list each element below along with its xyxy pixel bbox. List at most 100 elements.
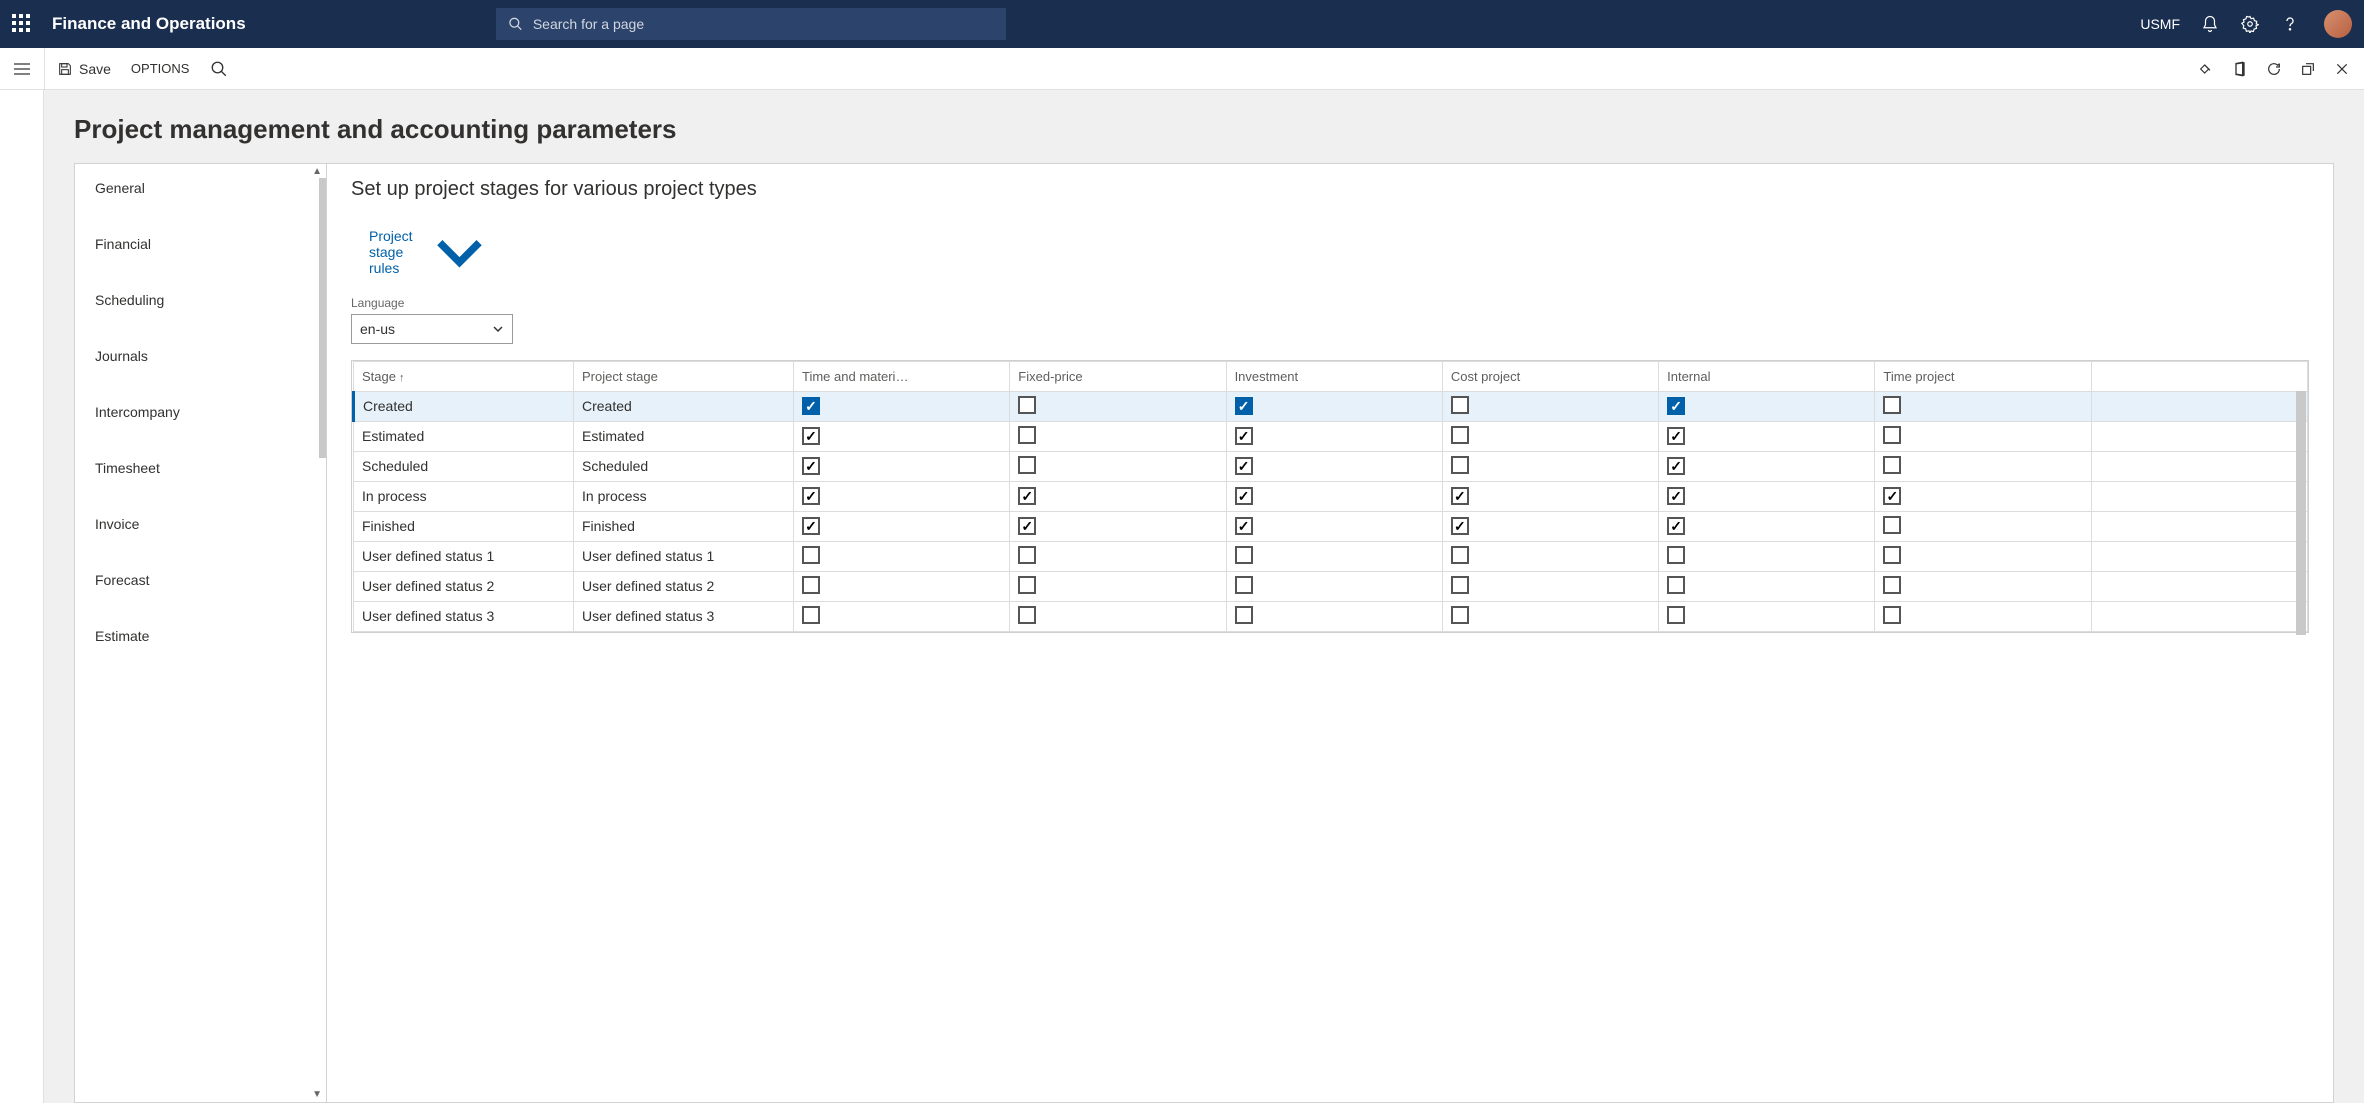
checkbox[interactable]	[1235, 606, 1253, 624]
grid-cell-project-stage[interactable]: User defined status 3	[574, 601, 794, 631]
grid-cell-project-stage[interactable]: In process	[574, 481, 794, 511]
sidenav-item[interactable]: General	[75, 164, 326, 216]
checkbox[interactable]	[1667, 457, 1685, 475]
checkbox[interactable]	[802, 546, 820, 564]
sidenav-item[interactable]: Journals	[75, 328, 326, 384]
checkbox[interactable]	[802, 606, 820, 624]
sidenav-item[interactable]: Estimate	[75, 608, 326, 664]
checkbox[interactable]	[1235, 397, 1253, 415]
grid-cell-stage[interactable]: User defined status 2	[354, 571, 574, 601]
grid-column-header[interactable]: Internal	[1659, 361, 1875, 391]
checkbox[interactable]	[1667, 606, 1685, 624]
grid-row[interactable]: FinishedFinished	[354, 511, 2308, 541]
checkbox[interactable]	[1667, 576, 1685, 594]
checkbox[interactable]	[1018, 576, 1036, 594]
grid-cell-stage[interactable]: In process	[354, 481, 574, 511]
user-avatar[interactable]	[2324, 10, 2352, 38]
grid-cell-project-stage[interactable]: Estimated	[574, 421, 794, 451]
grid-row[interactable]: ScheduledScheduled	[354, 451, 2308, 481]
checkbox[interactable]	[1235, 546, 1253, 564]
checkbox[interactable]	[1235, 457, 1253, 475]
grid-column-header[interactable]: Investment	[1226, 361, 1442, 391]
help-icon[interactable]	[2280, 14, 2300, 34]
grid-cell-stage[interactable]: Finished	[354, 511, 574, 541]
checkbox[interactable]	[1667, 546, 1685, 564]
notifications-icon[interactable]	[2200, 14, 2220, 34]
checkbox[interactable]	[1451, 396, 1469, 414]
grid-column-header[interactable]: Stage	[354, 361, 574, 391]
save-button[interactable]: Save	[57, 61, 111, 77]
grid-column-header[interactable]: Project stage	[574, 361, 794, 391]
app-launcher-icon[interactable]	[12, 14, 32, 34]
checkbox[interactable]	[1451, 456, 1469, 474]
sidenav-scroll-up[interactable]: ▲	[312, 166, 322, 177]
global-search-input[interactable]	[533, 16, 994, 32]
sidenav-item[interactable]: Invoice	[75, 496, 326, 552]
checkbox[interactable]	[1883, 516, 1901, 534]
checkbox[interactable]	[802, 576, 820, 594]
office-icon[interactable]	[2232, 61, 2248, 77]
sidenav-item[interactable]: Intercompany	[75, 384, 326, 440]
checkbox[interactable]	[802, 517, 820, 535]
sidenav-scroll-down[interactable]: ▼	[312, 1089, 322, 1100]
grid-row[interactable]: EstimatedEstimated	[354, 421, 2308, 451]
grid-row[interactable]: CreatedCreated	[354, 391, 2308, 421]
checkbox[interactable]	[1667, 397, 1685, 415]
global-search[interactable]	[496, 8, 1006, 40]
sidenav-item[interactable]: Forecast	[75, 552, 326, 608]
checkbox[interactable]	[1883, 487, 1901, 505]
grid-cell-project-stage[interactable]: Scheduled	[574, 451, 794, 481]
checkbox[interactable]	[1883, 576, 1901, 594]
checkbox[interactable]	[1018, 606, 1036, 624]
checkbox[interactable]	[1451, 546, 1469, 564]
checkbox[interactable]	[1667, 487, 1685, 505]
checkbox[interactable]	[802, 487, 820, 505]
checkbox[interactable]	[1883, 396, 1901, 414]
checkbox[interactable]	[802, 457, 820, 475]
checkbox[interactable]	[1451, 487, 1469, 505]
grid-cell-stage[interactable]: User defined status 3	[354, 601, 574, 631]
checkbox[interactable]	[1883, 456, 1901, 474]
options-button[interactable]: OPTIONS	[131, 61, 190, 76]
checkbox[interactable]	[1667, 427, 1685, 445]
checkbox[interactable]	[1667, 517, 1685, 535]
checkbox[interactable]	[1018, 396, 1036, 414]
checkbox[interactable]	[1883, 426, 1901, 444]
grid-row[interactable]: In processIn process	[354, 481, 2308, 511]
grid-cell-stage[interactable]: Estimated	[354, 421, 574, 451]
checkbox[interactable]	[1235, 576, 1253, 594]
sidenav-item[interactable]: Timesheet	[75, 440, 326, 496]
checkbox[interactable]	[802, 427, 820, 445]
sidenav-item[interactable]: Scheduling	[75, 272, 326, 328]
project-stage-rules-link[interactable]: Project stage rules	[369, 223, 489, 282]
nav-pane-toggle[interactable]	[0, 63, 44, 75]
grid-column-header[interactable]: Fixed-price	[1010, 361, 1226, 391]
grid-cell-stage[interactable]: Scheduled	[354, 451, 574, 481]
language-select[interactable]: en-us	[351, 314, 513, 344]
checkbox[interactable]	[1235, 517, 1253, 535]
checkbox[interactable]	[1018, 456, 1036, 474]
settings-icon[interactable]	[2240, 14, 2260, 34]
grid-row[interactable]: User defined status 2User defined status…	[354, 571, 2308, 601]
grid-scrollbar[interactable]	[2296, 391, 2306, 635]
grid-cell-stage[interactable]: Created	[354, 391, 574, 421]
checkbox[interactable]	[1235, 427, 1253, 445]
grid-cell-project-stage[interactable]: User defined status 2	[574, 571, 794, 601]
checkbox[interactable]	[1883, 606, 1901, 624]
grid-row[interactable]: User defined status 3User defined status…	[354, 601, 2308, 631]
grid-cell-project-stage[interactable]: User defined status 1	[574, 541, 794, 571]
checkbox[interactable]	[1451, 426, 1469, 444]
checkbox[interactable]	[1018, 546, 1036, 564]
grid-cell-stage[interactable]: User defined status 1	[354, 541, 574, 571]
checkbox[interactable]	[1451, 517, 1469, 535]
sidenav-scrollbar[interactable]	[319, 178, 326, 458]
company-picker[interactable]: USMF	[2140, 16, 2180, 32]
refresh-icon[interactable]	[2266, 61, 2282, 77]
checkbox[interactable]	[1235, 487, 1253, 505]
checkbox[interactable]	[1451, 576, 1469, 594]
grid-column-header[interactable]: Cost project	[1442, 361, 1658, 391]
toolbar-search-icon[interactable]	[209, 59, 229, 79]
close-icon[interactable]	[2334, 61, 2350, 77]
grid-cell-project-stage[interactable]: Created	[574, 391, 794, 421]
popout-icon[interactable]	[2300, 61, 2316, 77]
